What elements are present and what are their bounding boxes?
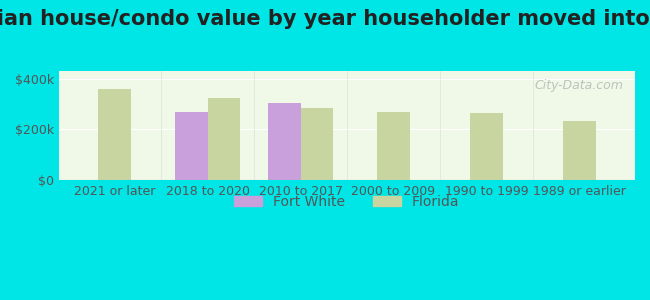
- Bar: [175, 112, 207, 180]
- Text: Median house/condo value by year householder moved into unit: Median house/condo value by year househo…: [0, 9, 650, 29]
- Bar: [98, 89, 131, 180]
- Text: City-Data.com: City-Data.com: [534, 79, 623, 92]
- Bar: [268, 103, 300, 180]
- Bar: [377, 112, 410, 180]
- Bar: [470, 113, 502, 180]
- Bar: [300, 108, 333, 180]
- Bar: [563, 121, 595, 180]
- Bar: [207, 98, 240, 180]
- Legend: Fort White, Florida: Fort White, Florida: [229, 190, 465, 215]
